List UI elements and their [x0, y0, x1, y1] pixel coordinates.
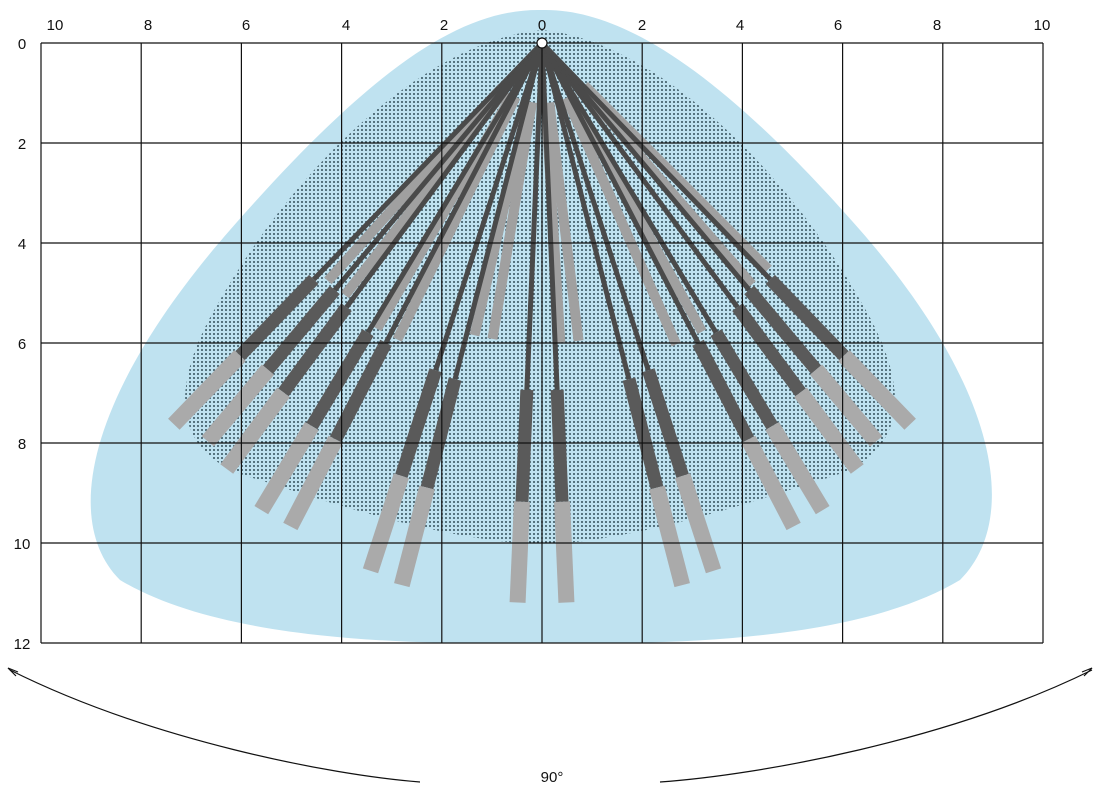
long-beam-mid: [420, 377, 462, 490]
long-beam: [365, 41, 545, 334]
x-tick-label: 4: [736, 17, 744, 34]
long-beam-mid: [515, 389, 534, 503]
long-beam-tip: [741, 435, 801, 531]
long-beam: [539, 42, 560, 390]
y-tick-label: 10: [14, 536, 31, 553]
y-axis-ticks: 0 2 4 6 8 10 12: [14, 36, 31, 653]
short-beam: [341, 87, 510, 299]
long-beam-mid: [329, 339, 392, 443]
long-beam-mid: [262, 285, 340, 374]
long-beam-mid: [306, 329, 374, 430]
long-beam-mid: [550, 389, 569, 503]
angle-arc: [9, 669, 1093, 783]
long-beam: [383, 41, 545, 344]
x-tick-label: 8: [933, 17, 941, 34]
long-beam: [524, 42, 545, 390]
y-tick-label: 6: [18, 336, 26, 353]
y-tick-label: 2: [18, 136, 26, 153]
grid: [40, 42, 1044, 644]
long-beam-tip: [254, 421, 319, 515]
long-beam-mid: [278, 303, 352, 397]
long-beam: [539, 41, 719, 334]
long-beam: [539, 42, 632, 380]
long-beam-tip: [168, 350, 246, 430]
short-beam: [544, 101, 584, 342]
sensor-origin: [536, 37, 548, 49]
long-beam-mid: [732, 303, 806, 397]
long-beam-tip: [675, 473, 722, 574]
x-tick-label: 10: [47, 17, 64, 34]
short-beam: [392, 94, 521, 342]
y-tick-label: 8: [18, 436, 26, 453]
short-beam: [566, 93, 707, 335]
y-tick-label: 4: [18, 236, 26, 253]
long-beam: [540, 41, 752, 292]
long-beam: [311, 41, 544, 282]
long-beam-tip: [765, 421, 830, 515]
long-beam-tip: [220, 387, 290, 474]
long-beam: [540, 41, 773, 282]
x-tick-label: 6: [834, 17, 842, 34]
x-tick-label: 10: [1034, 17, 1051, 34]
x-tick-label: 2: [440, 17, 448, 34]
y-tick-label: 0: [18, 36, 26, 53]
angle-arrow-right: [1081, 667, 1093, 677]
long-beam: [452, 42, 545, 380]
long-beam-mid: [710, 329, 778, 430]
angle-label: 90°: [541, 769, 564, 786]
long-beam-mid: [642, 368, 689, 478]
x-tick-label: 4: [342, 17, 350, 34]
long-beam-tip: [809, 364, 883, 447]
short-beam: [487, 101, 538, 340]
x-tick-label: 6: [242, 17, 250, 34]
long-beam-tip: [649, 485, 690, 588]
long-beam-tip: [394, 485, 435, 588]
long-beam-tip: [554, 501, 575, 603]
near-detection-zone: [185, 30, 895, 545]
long-beam-mid: [395, 368, 442, 478]
long-beam-tip: [794, 387, 864, 474]
long-beam-tip: [509, 501, 530, 603]
short-beam: [561, 95, 681, 347]
angle-arrow-left: [7, 667, 19, 677]
long-beam: [539, 42, 651, 372]
long-beam: [332, 41, 544, 292]
long-beam-mid: [622, 377, 664, 490]
long-beam-mid: [692, 339, 755, 443]
long-beam-mid: [744, 285, 822, 374]
long-beam-tip: [362, 473, 409, 574]
long-beam-tip: [283, 435, 343, 531]
short-beam: [324, 84, 506, 285]
short-beam: [469, 100, 534, 337]
long-beam-tip: [838, 350, 916, 430]
x-axis-ticks: 10 8 6 4 2 0 2 4 6 8 10: [47, 17, 1051, 34]
long-beam: [344, 41, 545, 309]
long-beam: [433, 42, 545, 372]
long-beam-group: [168, 41, 916, 603]
long-beam: [539, 41, 740, 309]
y-tick-label: 12: [14, 636, 31, 653]
x-tick-label: 2: [638, 17, 646, 34]
long-beam-tip: [201, 364, 275, 447]
x-tick-label: 0: [538, 17, 546, 34]
long-beam: [539, 41, 701, 344]
x-tick-label: 8: [144, 17, 152, 34]
